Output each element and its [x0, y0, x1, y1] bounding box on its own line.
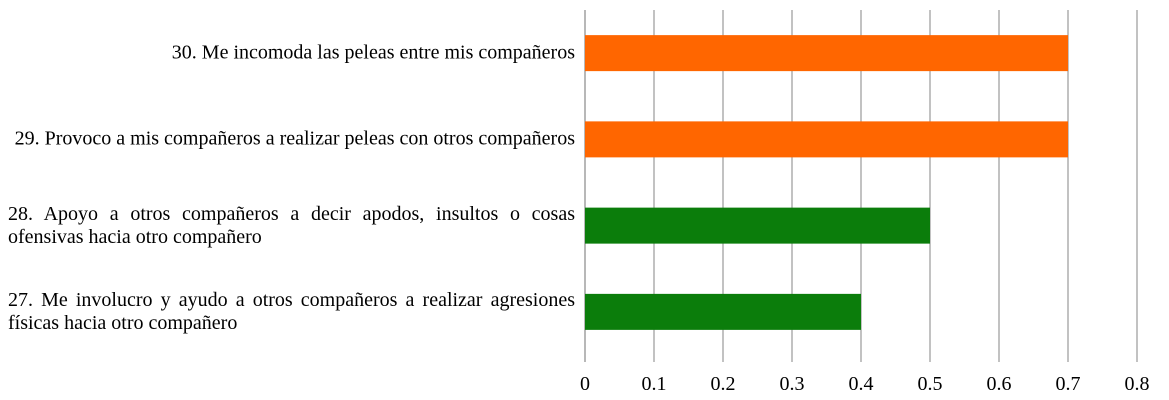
- category-label: 27. Me involucro y ayudo a otros compañe…: [8, 288, 575, 334]
- x-tick-label: 0.1: [642, 373, 667, 395]
- bar: [585, 293, 861, 330]
- x-tick-label: 0.3: [780, 373, 805, 395]
- x-tick-label: 0: [580, 373, 590, 395]
- x-tick-label: 0.5: [918, 373, 943, 395]
- x-tick-label: 0.4: [849, 373, 874, 395]
- category-label: 29. Provoco a mis compañeros a realizar …: [14, 127, 575, 150]
- x-tick-label: 0.7: [1056, 373, 1081, 395]
- category-label: 30. Me incomoda las peleas entre mis com…: [171, 41, 575, 64]
- x-tick-label: 0.2: [711, 373, 736, 395]
- bar: [585, 207, 930, 244]
- x-tick-label: 0.6: [987, 373, 1012, 395]
- category-label: 28. Apoyo a otros compañeros a decir apo…: [8, 202, 575, 248]
- x-tick-label: 0.8: [1125, 373, 1150, 395]
- bar: [585, 121, 1068, 158]
- bar: [585, 35, 1068, 72]
